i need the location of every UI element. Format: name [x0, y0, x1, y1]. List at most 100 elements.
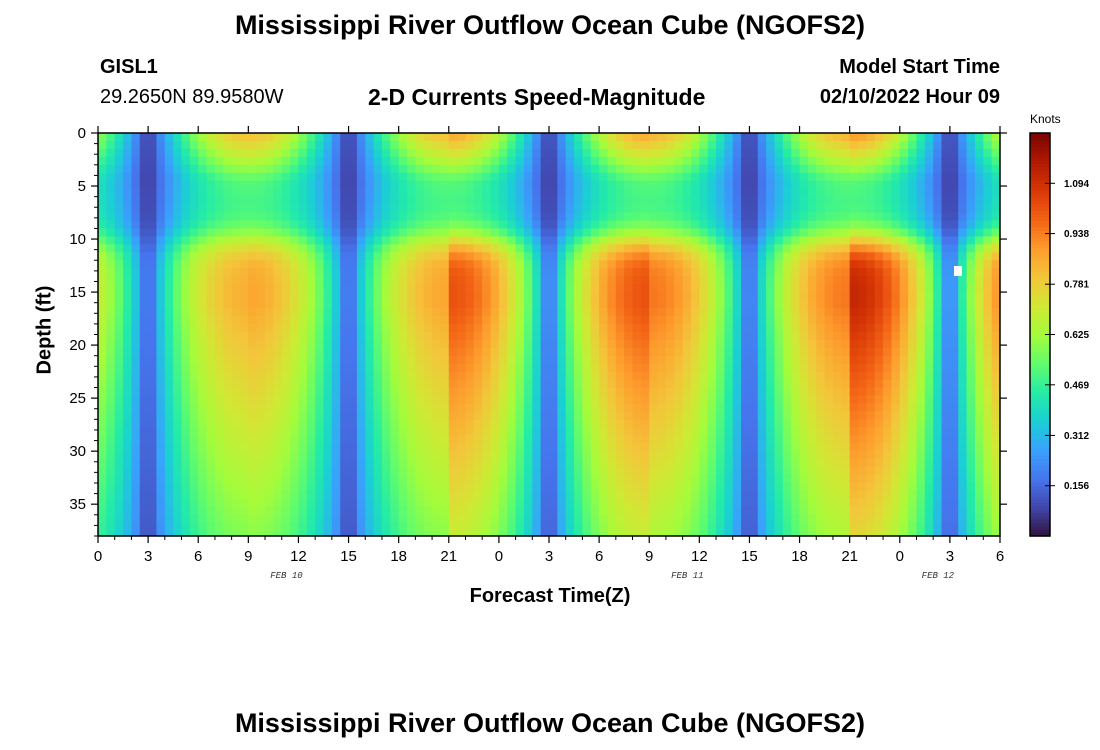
- heatmap-cell: [465, 164, 475, 174]
- heatmap-cell: [490, 323, 500, 333]
- heatmap-cell: [498, 268, 508, 277]
- heatmap-cell: [523, 300, 533, 309]
- heatmap-cell: [148, 331, 158, 341]
- heatmap-cell: [164, 133, 174, 142]
- heatmap-cell: [131, 371, 141, 381]
- heatmap-cell: [774, 292, 784, 301]
- heatmap-cell: [883, 260, 893, 269]
- heatmap-cell: [632, 244, 642, 253]
- heatmap-cell: [323, 133, 333, 142]
- heatmap-cell: [407, 212, 416, 222]
- heatmap-cell: [507, 323, 517, 333]
- heatmap-cell: [532, 530, 542, 536]
- heatmap-cell: [891, 411, 901, 420]
- heatmap-cell: [398, 419, 408, 428]
- heatmap-cell: [131, 284, 141, 293]
- heatmap-cell: [749, 411, 759, 420]
- heatmap-cell: [440, 180, 450, 190]
- heatmap-cell: [315, 148, 325, 158]
- heatmap-cell: [891, 363, 901, 373]
- heatmap-cell: [290, 148, 300, 158]
- heatmap-cell: [465, 530, 475, 536]
- heatmap-cell: [849, 395, 859, 405]
- heatmap-cell: [331, 475, 341, 484]
- heatmap-cell: [832, 323, 842, 333]
- heatmap-cell: [356, 522, 366, 532]
- heatmap-cell: [866, 323, 876, 333]
- heatmap-cell: [223, 196, 233, 206]
- heatmap-cell: [590, 236, 600, 245]
- heatmap-cell: [665, 411, 675, 420]
- heatmap-cell: [599, 307, 609, 317]
- heatmap-cell: [381, 403, 391, 412]
- heatmap-cell: [181, 196, 191, 206]
- heatmap-cell: [690, 331, 700, 341]
- heatmap-cell: [774, 355, 784, 365]
- heatmap-cell: [774, 196, 784, 206]
- heatmap-cell: [315, 212, 325, 222]
- heatmap-cell: [624, 467, 634, 476]
- heatmap-cell: [532, 276, 542, 285]
- heatmap-cell: [331, 443, 341, 452]
- heatmap-cell: [690, 403, 700, 412]
- heatmap-cell: [106, 419, 116, 428]
- heatmap-cell: [707, 475, 717, 484]
- heatmap-cell: [189, 133, 199, 142]
- heatmap-cell: [599, 363, 609, 373]
- heatmap-cell: [298, 490, 308, 500]
- heatmap-cell: [891, 467, 901, 476]
- heatmap-cell: [365, 514, 375, 524]
- heatmap-cell: [123, 156, 133, 166]
- heatmap-cell: [540, 475, 550, 484]
- heatmap-cell: [791, 514, 801, 524]
- heatmap-cell: [574, 220, 584, 230]
- heatmap-cell: [665, 435, 675, 444]
- heatmap-cell: [615, 140, 625, 150]
- heatmap-cell: [574, 140, 584, 150]
- heatmap-cell: [148, 379, 158, 389]
- heatmap-cell: [281, 435, 291, 444]
- heatmap-cell: [373, 498, 383, 508]
- heatmap-cell: [824, 459, 834, 468]
- heatmap-cell: [331, 148, 341, 158]
- heatmap-cell: [465, 387, 475, 397]
- heatmap-cell: [239, 355, 249, 365]
- heatmap-cell: [181, 315, 191, 325]
- heatmap-cell: [607, 180, 617, 190]
- heatmap-cell: [507, 300, 517, 309]
- heatmap-cell: [866, 506, 876, 516]
- heatmap-cell: [883, 292, 893, 301]
- heatmap-cell: [323, 482, 333, 492]
- heatmap-cell: [732, 522, 742, 532]
- heatmap-cell: [440, 459, 450, 468]
- heatmap-cell: [599, 498, 609, 508]
- heatmap-cell: [139, 459, 149, 468]
- heatmap-cell: [273, 164, 283, 174]
- heatmap-cell: [507, 459, 517, 468]
- heatmap-cell: [649, 435, 659, 444]
- heatmap-cell: [690, 379, 700, 389]
- heatmap-cell: [398, 300, 408, 309]
- heatmap-cell: [106, 228, 116, 237]
- heatmap-cell: [265, 355, 274, 365]
- heatmap-cell: [239, 530, 249, 536]
- heatmap-cell: [891, 307, 901, 317]
- heatmap-cell: [624, 443, 634, 452]
- heatmap-cell: [832, 188, 842, 198]
- heatmap-cell: [281, 307, 291, 317]
- heatmap-cell: [432, 212, 442, 222]
- heatmap-cell: [198, 419, 208, 428]
- heatmap-cell: [615, 363, 625, 373]
- heatmap-cell: [407, 331, 416, 341]
- heatmap-cell: [665, 156, 675, 166]
- heatmap-cell: [565, 300, 575, 309]
- heatmap-cell: [214, 498, 224, 508]
- heatmap-cell: [448, 490, 458, 500]
- heatmap-cell: [440, 172, 450, 182]
- heatmap-cell: [574, 379, 584, 389]
- heatmap-cell: [799, 276, 809, 285]
- heatmap-cell: [398, 443, 408, 452]
- heatmap-cell: [281, 482, 291, 492]
- heatmap-cell: [523, 475, 533, 484]
- heatmap-cell: [139, 164, 149, 174]
